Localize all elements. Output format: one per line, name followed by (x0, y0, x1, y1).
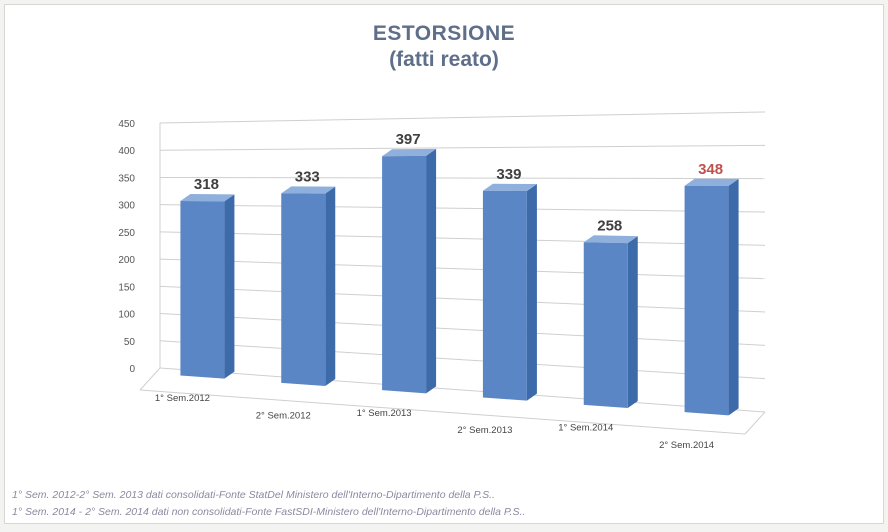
bar-top (583, 235, 638, 244)
grid-layer: 0 50 100 150 200 250 300 350 400 450 (118, 111, 766, 435)
y-tick-label: 50 (124, 337, 136, 348)
bar (583, 242, 628, 409)
bar (482, 190, 527, 401)
y-tick-label: 200 (118, 255, 135, 266)
gridline (159, 285, 766, 313)
data-label: 397 (396, 131, 421, 148)
y-tick-label: 150 (118, 282, 135, 293)
gridline (159, 313, 766, 346)
data-label: 318 (194, 176, 219, 193)
x-tick-label: 1° Sem.2014 (558, 422, 613, 433)
gridline (159, 258, 766, 280)
bar-top (180, 194, 235, 202)
bar (382, 155, 427, 394)
bar-side (426, 148, 437, 394)
y-tick-label: 250 (118, 228, 135, 239)
gridline (159, 204, 766, 213)
bar-side (627, 236, 638, 409)
gridline (159, 111, 766, 124)
chart-subtitle: (fatti reato) (389, 48, 499, 71)
y-tick-label: 100 (118, 310, 135, 321)
data-label: 258 (597, 217, 622, 234)
y-tick-label: 400 (118, 146, 135, 157)
chart-title: ESTORSIONE (372, 22, 516, 45)
gridline (159, 144, 766, 151)
bar-top (482, 183, 537, 191)
bars-layer (180, 148, 739, 416)
bar (684, 185, 729, 416)
bar-top (684, 178, 739, 186)
bar-side (728, 178, 739, 416)
gridline (159, 367, 766, 413)
bar-side (526, 183, 537, 401)
x-tick-label: 2° Sem.2013 (457, 425, 512, 436)
bar (180, 201, 225, 379)
x-tick-label: 2° Sem.2014 (659, 440, 714, 451)
footnote-1: 1° Sem. 2012-2° Sem. 2013 dati consolida… (12, 489, 495, 501)
x-tick-label: 1° Sem.2013 (357, 408, 412, 419)
y-tick-label: 450 (118, 119, 135, 130)
floor-front-edge (139, 389, 746, 435)
data-label: 333 (295, 168, 320, 185)
bar-top (382, 148, 437, 157)
gridline (159, 340, 766, 380)
bar (281, 193, 326, 387)
data-label: 339 (496, 166, 521, 183)
floor-edge-right (744, 411, 766, 435)
gridline (159, 231, 766, 246)
gridline (159, 176, 766, 180)
data-label: 348 (698, 161, 723, 178)
floor-edge-left (139, 367, 161, 391)
x-tick-label: 1° Sem.2012 (155, 393, 210, 404)
y-tick-label: 0 (129, 364, 135, 375)
y-tick-label: 300 (118, 201, 135, 212)
bar-side (224, 194, 235, 379)
bar-side (325, 186, 336, 387)
y-tick-label: 350 (118, 173, 135, 184)
labels-layer: 318 1° Sem.2012 333 2° Sem.2012 397 1° Sem.20… (155, 131, 723, 451)
bar-top (281, 186, 336, 194)
footnote-2: 1° Sem. 2014 - 2° Sem. 2014 dati non con… (12, 506, 526, 518)
x-tick-label: 2° Sem.2012 (256, 410, 311, 421)
